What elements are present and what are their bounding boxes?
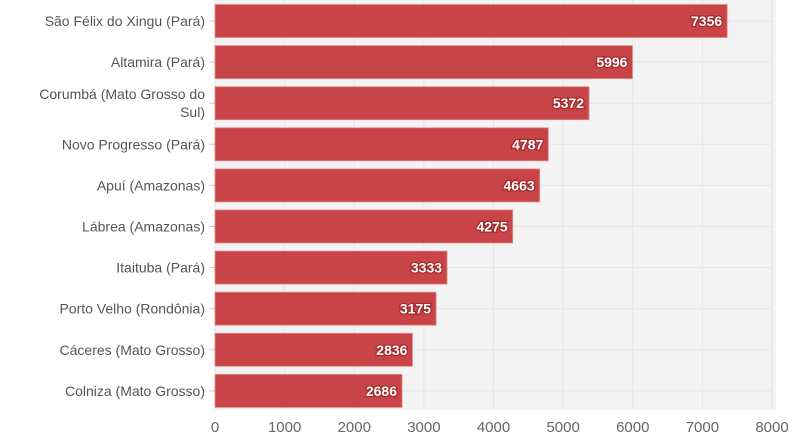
- category-label: Apuí (Amazonas): [97, 177, 205, 193]
- bar: [214, 168, 541, 203]
- category-label-line: Altamira (Pará): [111, 54, 205, 70]
- data-label: 2686: [366, 383, 397, 399]
- x-tick-label: 8000: [755, 419, 788, 436]
- bar: [214, 250, 448, 285]
- data-label: 4275: [476, 219, 507, 235]
- category-label-line: Colniza (Mato Grosso): [65, 383, 205, 399]
- bar: [214, 4, 728, 38]
- data-label: 3175: [400, 301, 431, 317]
- data-label: 3333: [411, 260, 442, 276]
- bar: [214, 373, 403, 408]
- x-tick-label: 6000: [616, 419, 649, 436]
- category-label-line: São Félix do Xingu (Pará): [45, 13, 205, 29]
- x-tick-label: 4000: [477, 419, 510, 436]
- category-label: Novo Progresso (Pará): [62, 136, 205, 152]
- category-label-line: Porto Velho (Rondônia): [59, 301, 205, 317]
- category-label: Corumbá (Mato Grosso do Sul): [39, 86, 205, 120]
- bar: [214, 291, 437, 326]
- x-tick-label: 5000: [546, 419, 579, 436]
- x-tick-label: 1000: [268, 419, 301, 436]
- category-label-line: Apuí (Amazonas): [97, 177, 205, 193]
- x-tick-label: 0: [211, 419, 219, 436]
- data-label: 7356: [691, 13, 722, 29]
- data-label: 4663: [504, 177, 535, 193]
- bar: [214, 45, 633, 79]
- category-label: Lábrea (Amazonas): [82, 219, 205, 235]
- x-tick-label: 2000: [338, 419, 371, 436]
- data-label: 2836: [376, 342, 407, 358]
- category-label: São Félix do Xingu (Pará): [45, 13, 205, 29]
- category-label-line: Corumbá (Mato Grosso do: [39, 86, 205, 102]
- bar: [214, 332, 413, 367]
- bar: [214, 209, 514, 244]
- category-label-line: Itaituba (Pará): [116, 260, 205, 276]
- data-label: 5996: [596, 54, 627, 70]
- category-label-line: Sul): [180, 104, 205, 120]
- category-label: Itaituba (Pará): [116, 260, 205, 276]
- category-label-line: Cáceres (Mato Grosso): [60, 342, 205, 358]
- category-label: Altamira (Pará): [111, 54, 205, 70]
- bar: [214, 127, 549, 162]
- category-label: Colniza (Mato Grosso): [65, 383, 205, 399]
- data-label: 5372: [553, 95, 584, 111]
- category-label: Porto Velho (Rondônia): [59, 301, 205, 317]
- category-label-line: Lábrea (Amazonas): [82, 219, 205, 235]
- x-tick-label: 3000: [407, 419, 440, 436]
- category-label-line: Novo Progresso (Pará): [62, 136, 205, 152]
- data-label: 4787: [512, 136, 543, 152]
- bar: [214, 86, 590, 121]
- x-tick-label: 7000: [686, 419, 719, 436]
- category-label: Cáceres (Mato Grosso): [60, 342, 205, 358]
